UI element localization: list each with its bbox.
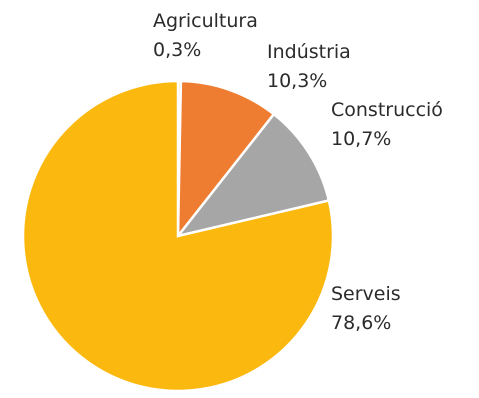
slice-value-construccio: 10,7% (331, 128, 391, 150)
pie-slice-industria (176, 79, 276, 240)
slice-label-agricultura: Agricultura (153, 10, 258, 32)
slice-label-industria: Indústria (267, 41, 351, 63)
pie-labels: Agricultura 0,3% Indústria 10,3%Construcció… (153, 10, 443, 334)
slice-value-serveis: 78,6% (331, 312, 391, 334)
slice-label-construccio: Construcció (331, 99, 443, 121)
pie-slice-serveis (21, 79, 335, 393)
slice-value-agricultura: 0,3% (153, 39, 201, 61)
pie-slices (21, 79, 335, 393)
pie-slice-construccio (174, 112, 331, 239)
slice-label-serveis: Serveis (331, 283, 401, 305)
slice-value-industria: 10,3% (267, 70, 327, 92)
